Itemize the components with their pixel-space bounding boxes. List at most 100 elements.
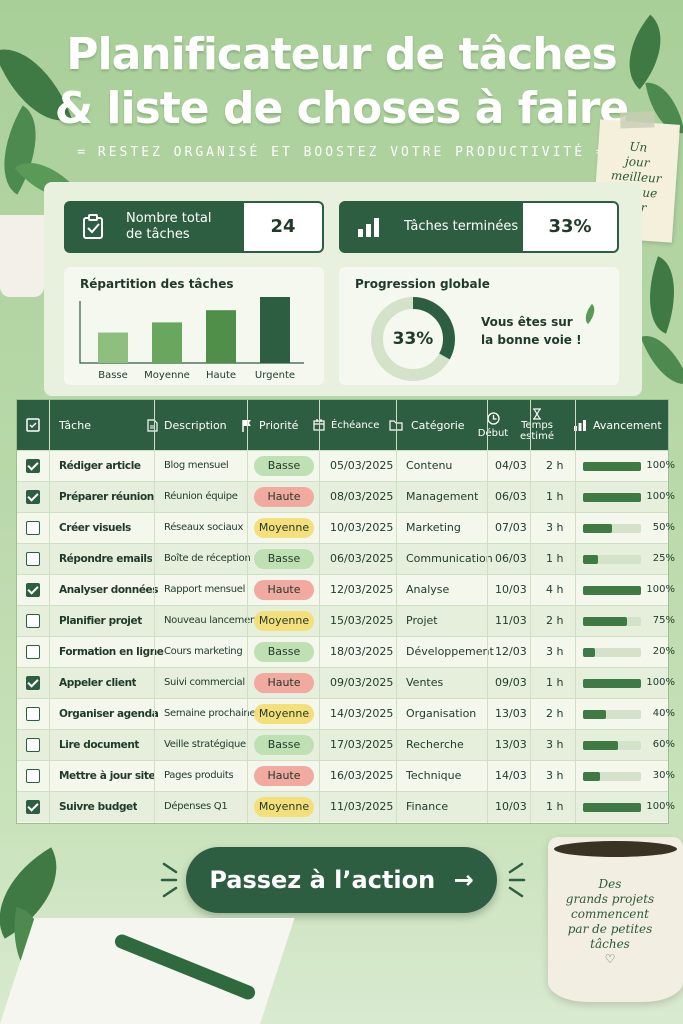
description-cell: Nouveau lancement [164, 615, 260, 626]
progress-bar-fill [583, 586, 641, 595]
estimate-cell: 3 h [546, 769, 564, 782]
message-line2: la bonne voie ! [481, 333, 582, 347]
header-priority[interactable]: Priorité [241, 400, 311, 450]
progress-bar-fill [583, 493, 641, 502]
start-cell: 10/03 [495, 800, 527, 813]
progress-bar-fill [583, 772, 601, 781]
progress-bar-fill [583, 617, 627, 626]
start-cell: 10/03 [495, 583, 527, 596]
task-checkbox[interactable] [26, 583, 40, 597]
progress-bar [583, 493, 641, 502]
title-line-2: & liste de choses à faire [54, 83, 630, 134]
take-action-button[interactable]: Passez à l’action → [186, 847, 497, 913]
progress-percent: 100% [646, 491, 675, 502]
table-row[interactable]: Suivre budget Dépenses Q1 11/03/2025 Financ… [17, 791, 675, 822]
progress-bar [583, 555, 641, 564]
header-start[interactable]: Début [472, 400, 514, 450]
table-row[interactable]: Préparer réunion Réunion équipe 08/03/2025… [17, 481, 675, 512]
progress-bar [583, 524, 641, 533]
leaf-icon [580, 303, 600, 325]
category-cell: Technique [406, 769, 462, 782]
header-category[interactable]: Catégorie [389, 400, 479, 450]
priority-badge: Basse [254, 456, 314, 476]
header-start-label: Début [477, 427, 509, 439]
start-cell: 04/03 [495, 459, 527, 472]
total-label-line1: Nombre total [126, 211, 212, 226]
estimate-cell: 1 h [546, 490, 564, 503]
table-row[interactable]: Formation en ligne Cours marketing 18/03/2… [17, 636, 675, 667]
estimate-cell: 3 h [546, 738, 564, 751]
category-cell: Marketing [406, 521, 461, 534]
header-progress[interactable]: Avancement [573, 400, 670, 450]
task-cell: Lire document [59, 739, 140, 751]
column-divider [396, 400, 397, 823]
total-label-line2: de tâches [126, 227, 190, 242]
task-checkbox[interactable] [26, 707, 40, 721]
mug-text: Des grands projets commencent par de pet… [556, 877, 664, 967]
priority-badge: Moyenne [254, 518, 314, 538]
task-checkbox[interactable] [26, 459, 40, 473]
table-row[interactable]: Créer visuels Réseaux sociaux 10/03/2025 Ma… [17, 512, 675, 543]
progress-title: Progression globale [355, 277, 490, 291]
task-checkbox[interactable] [26, 769, 40, 783]
task-checkbox[interactable] [26, 614, 40, 628]
priority-badge: Haute [254, 673, 314, 693]
column-divider [575, 400, 576, 823]
progress-percent: 100% [646, 801, 675, 812]
task-checkbox[interactable] [26, 490, 40, 504]
progress-bar-fill [583, 803, 641, 812]
task-cell: Créer visuels [59, 522, 131, 534]
description-cell: Rapport mensuel [164, 584, 246, 595]
header-checkbox[interactable] [17, 400, 49, 450]
chart-bar [260, 297, 290, 363]
chart-bar [152, 322, 182, 363]
description-cell: Veille stratégique [164, 739, 246, 750]
task-cell: Appeler client [59, 677, 137, 689]
table-row[interactable]: Appeler client Suivi commercial 09/03/2025… [17, 667, 675, 698]
table-row[interactable]: Rédiger article Blog mensuel 05/03/2025 Con… [17, 450, 675, 481]
notebook-decoration [0, 918, 295, 1024]
column-divider [49, 400, 50, 823]
due-date-cell: 15/03/2025 [330, 614, 394, 627]
header-description-label: Description [164, 418, 227, 432]
progress-bar-fill [583, 679, 641, 688]
table-row[interactable]: Lire document Veille stratégique 17/03/202… [17, 729, 675, 760]
task-checkbox[interactable] [26, 521, 40, 535]
progress-bar-fill [583, 555, 598, 564]
header-task[interactable]: Tâche [59, 400, 149, 450]
progress-bar [583, 803, 641, 812]
header-due[interactable]: Échéance [313, 400, 389, 450]
table-row[interactable]: Planifier projet Nouveau lancement 15/03/2… [17, 605, 675, 636]
description-cell: Réunion équipe [164, 491, 238, 502]
mug-line: grands projets [565, 892, 655, 906]
table-row[interactable]: Analyser données Rapport mensuel 12/03/202… [17, 574, 675, 605]
estimate-cell: 2 h [546, 707, 564, 720]
due-date-cell: 11/03/2025 [330, 800, 394, 813]
table-row[interactable]: Organiser agenda Semaine prochaine 14/03/2… [17, 698, 675, 729]
document-icon [147, 418, 158, 432]
header-estimate[interactable]: Temps estimé [514, 400, 560, 450]
task-checkbox[interactable] [26, 676, 40, 690]
task-checkbox[interactable] [26, 800, 40, 814]
header-description[interactable]: Description [147, 400, 242, 450]
category-cell: Recherche [406, 738, 464, 751]
category-cell: Organisation [406, 707, 477, 720]
estimate-cell: 2 h [546, 459, 564, 472]
task-checkbox[interactable] [26, 738, 40, 752]
progress-donut-arc [371, 297, 455, 381]
column-divider [247, 400, 248, 823]
completed-label: Tâches terminées [404, 219, 519, 234]
header-estimate-label2: estimé [520, 431, 554, 442]
task-checkbox[interactable] [26, 552, 40, 566]
due-date-cell: 08/03/2025 [330, 490, 394, 503]
column-divider [487, 400, 488, 823]
tape-decoration [619, 111, 655, 129]
category-cell: Ventes [406, 676, 444, 689]
task-checkbox[interactable] [26, 645, 40, 659]
estimate-cell: 3 h [546, 645, 564, 658]
priority-badge: Haute [254, 580, 314, 600]
chart-tick-label: Moyenne [144, 370, 190, 381]
table-row[interactable]: Mettre à jour site Pages produits 16/03/20… [17, 760, 675, 791]
mug-line: commencent [571, 907, 649, 921]
table-row[interactable]: Répondre emails Boîte de réception 06/03/2… [17, 543, 675, 574]
